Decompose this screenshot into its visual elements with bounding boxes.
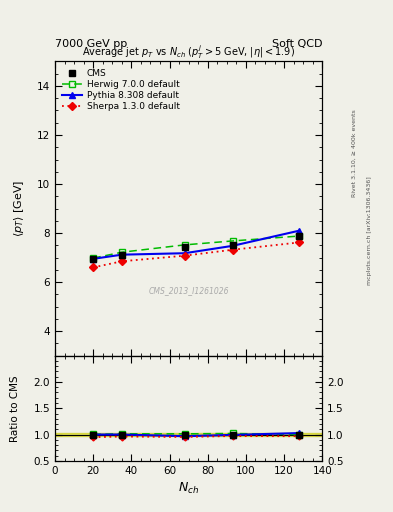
CMS — [297, 233, 302, 239]
CMS — [182, 244, 187, 250]
Herwig 7.0.0 default — [182, 242, 187, 248]
Pythia 8.308 default — [297, 227, 302, 233]
Sherpa 1.3.0 default — [91, 264, 95, 270]
Sherpa 1.3.0 default — [119, 258, 124, 264]
Text: Rivet 3.1.10, ≥ 400k events: Rivet 3.1.10, ≥ 400k events — [352, 110, 357, 198]
Herwig 7.0.0 default — [297, 233, 302, 239]
Text: 7000 GeV pp: 7000 GeV pp — [55, 38, 127, 49]
Herwig 7.0.0 default — [91, 255, 95, 261]
Line: CMS: CMS — [90, 233, 303, 262]
Sherpa 1.3.0 default — [230, 247, 235, 253]
Line: Pythia 8.308 default: Pythia 8.308 default — [90, 227, 303, 262]
CMS — [230, 242, 235, 248]
Sherpa 1.3.0 default — [297, 239, 302, 245]
Line: Herwig 7.0.0 default: Herwig 7.0.0 default — [90, 233, 303, 261]
Herwig 7.0.0 default — [230, 238, 235, 244]
CMS — [119, 251, 124, 258]
Pythia 8.308 default — [91, 256, 95, 262]
Legend: CMS, Herwig 7.0.0 default, Pythia 8.308 default, Sherpa 1.3.0 default: CMS, Herwig 7.0.0 default, Pythia 8.308 … — [59, 65, 183, 115]
Pythia 8.308 default — [182, 250, 187, 257]
CMS — [91, 256, 95, 262]
Text: CMS_2013_I1261026: CMS_2013_I1261026 — [149, 287, 229, 295]
Bar — [55, 434, 322, 436]
Herwig 7.0.0 default — [119, 249, 124, 255]
Line: Sherpa 1.3.0 default: Sherpa 1.3.0 default — [90, 240, 302, 270]
Title: Average jet $p_T$ vs $N_{ch}$ ($p^j_T$$>$5 GeV, $|\eta|<$1.9): Average jet $p_T$ vs $N_{ch}$ ($p^j_T$$>… — [82, 43, 295, 61]
Y-axis label: $\langle p_T \rangle$ [GeV]: $\langle p_T \rangle$ [GeV] — [12, 180, 26, 237]
Pythia 8.308 default — [119, 251, 124, 258]
Text: mcplots.cern.ch [arXiv:1306.3436]: mcplots.cern.ch [arXiv:1306.3436] — [367, 176, 373, 285]
X-axis label: $N_{ch}$: $N_{ch}$ — [178, 481, 199, 496]
Sherpa 1.3.0 default — [182, 252, 187, 259]
Pythia 8.308 default — [230, 243, 235, 249]
Y-axis label: Ratio to CMS: Ratio to CMS — [10, 375, 20, 441]
Text: Soft QCD: Soft QCD — [272, 38, 322, 49]
